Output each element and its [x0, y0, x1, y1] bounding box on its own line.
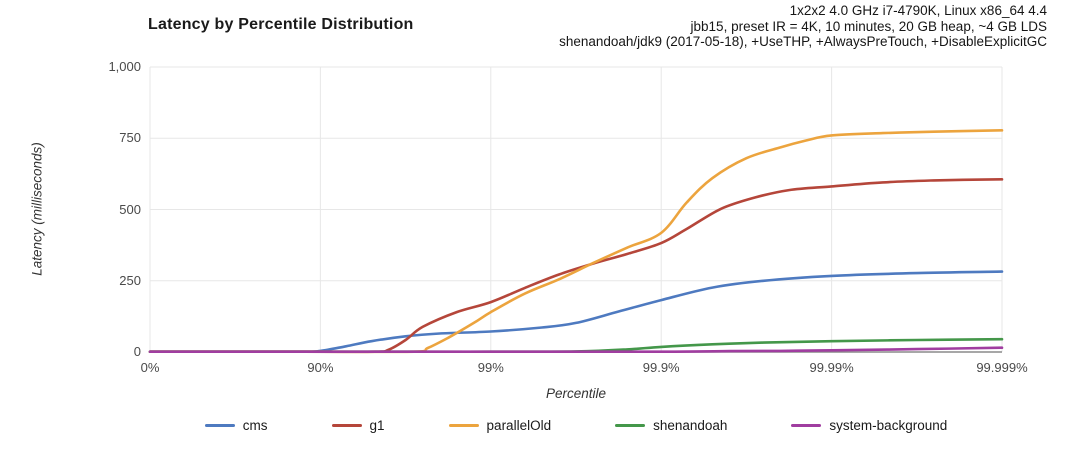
legend-item-shenandoah: shenandoah — [615, 418, 727, 433]
x-tick-label: 99.9% — [642, 360, 680, 375]
y-tick-label: 250 — [119, 272, 141, 288]
x-tick-label: 90% — [307, 360, 334, 375]
env-line-hardware: 1x2x2 4.0 GHz i7-4790K, Linux x86_64 4.4 — [789, 3, 1047, 18]
env-line-workload: jbb15, preset IR = 4K, 10 minutes, 20 GB… — [690, 18, 1047, 34]
env-line-jvm-flags: shenandoah/jdk9 (2017-05-18), +UseTHP, +… — [559, 34, 1047, 49]
y-tick-label: 750 — [119, 130, 141, 146]
x-tick-label: 99% — [477, 360, 504, 375]
series-line-parallelOld — [148, 129, 1004, 354]
y-tick-label: 500 — [119, 201, 141, 217]
chart-legend: cms g1 parallelOld shenandoah system-backgro… — [150, 413, 1002, 437]
legend-item-g1: g1 — [331, 417, 385, 433]
series-line-system-background — [148, 346, 1004, 354]
legend-swatch-cms — [204, 423, 235, 427]
legend-swatch-parallelOld — [448, 423, 479, 427]
legend-item-parallelOld: parallelOld — [448, 417, 552, 433]
x-tick-label: 99.999% — [976, 360, 1028, 375]
legend-label: cms — [242, 417, 268, 433]
legend-swatch-shenandoah — [615, 423, 646, 427]
legend-swatch-system-background — [791, 423, 822, 427]
legend-item-cms: cms — [204, 417, 268, 433]
legend-label: parallelOld — [486, 417, 552, 433]
legend-swatch-g1 — [331, 423, 362, 427]
y-tick-label: 1,000 — [108, 59, 141, 74]
legend-label: system-background — [829, 417, 948, 433]
legend-item-system-background: system-background — [791, 418, 947, 433]
x-tick-label: 99.99% — [809, 360, 854, 375]
legend-label: g1 — [369, 417, 385, 433]
x-axis-title: Percentile — [545, 386, 607, 401]
y-tick-label: 0 — [133, 344, 141, 359]
series-line-g1 — [148, 178, 1004, 354]
environment-note: 1x2x2 4.0 GHz i7-4790K, Linux x86_64 4.4… — [559, 3, 1047, 50]
x-tick-label: 0% — [140, 360, 160, 375]
legend-label: shenandoah — [653, 417, 728, 433]
chart-title: Latency by Percentile Distribution — [148, 16, 414, 33]
